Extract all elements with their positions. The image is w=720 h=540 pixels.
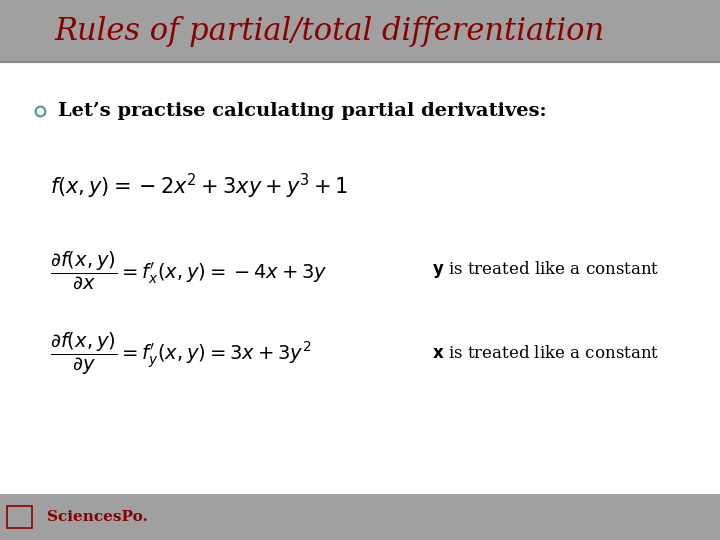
FancyBboxPatch shape [0,0,720,62]
FancyBboxPatch shape [0,494,720,540]
Text: SciencesPo.: SciencesPo. [47,510,148,524]
Text: $f\left(x,y\right)=-2x^{2}+3xy+y^{3}+1$: $f\left(x,y\right)=-2x^{2}+3xy+y^{3}+1$ [50,172,348,201]
FancyBboxPatch shape [0,62,720,494]
Text: $\mathbf{x}$ is treated like a constant: $\mathbf{x}$ is treated like a constant [432,345,660,362]
Text: $\dfrac{\partial f\left(x,y\right)}{\partial y}=f^{\prime}_{y}(x,y)=3x+3y^{2}$: $\dfrac{\partial f\left(x,y\right)}{\par… [50,330,312,377]
Text: $\mathbf{y}$ is treated like a constant: $\mathbf{y}$ is treated like a constant [432,260,660,280]
Text: Let’s practise calculating partial derivatives:: Let’s practise calculating partial deriv… [58,102,546,120]
Text: Rules of partial/total differentiation: Rules of partial/total differentiation [54,16,604,46]
Text: $\dfrac{\partial f\left(x,y\right)}{\partial x}=f^{\prime}_{x}(x,y)=-4x+3y$: $\dfrac{\partial f\left(x,y\right)}{\par… [50,249,328,291]
